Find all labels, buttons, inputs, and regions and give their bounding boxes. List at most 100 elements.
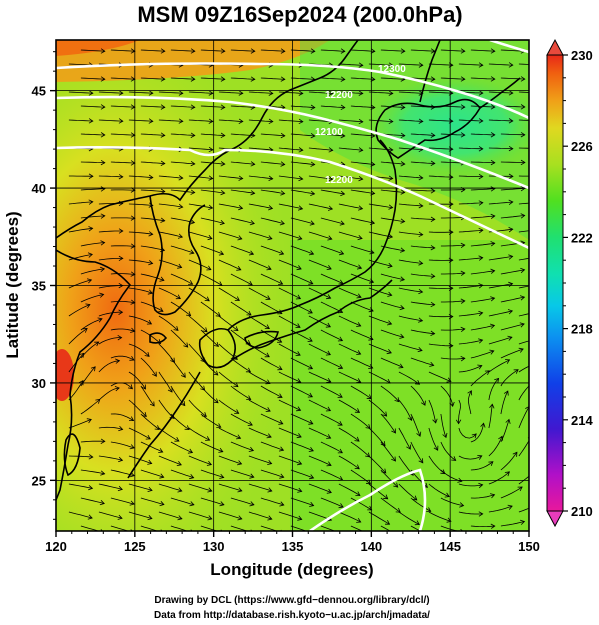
streamline bbox=[140, 49, 165, 52]
streamline bbox=[428, 371, 452, 382]
streamline-arrow bbox=[541, 423, 545, 427]
streamline bbox=[338, 231, 363, 239]
streamline bbox=[308, 259, 332, 270]
streamline bbox=[158, 231, 183, 238]
streamline bbox=[500, 323, 525, 331]
streamline-arrow bbox=[237, 460, 243, 466]
streamline bbox=[230, 77, 255, 80]
streamline-arrow bbox=[430, 245, 436, 251]
streamline bbox=[338, 119, 363, 123]
streamline bbox=[488, 201, 513, 205]
streamline-arrow bbox=[86, 418, 92, 424]
streamline-arrow bbox=[539, 174, 543, 179]
y-tick-label: 45 bbox=[32, 84, 46, 99]
streamline-arrow bbox=[295, 294, 302, 300]
streamline bbox=[200, 329, 219, 347]
streamline-arrow bbox=[310, 132, 316, 139]
streamline bbox=[488, 310, 513, 317]
streamline bbox=[470, 350, 494, 359]
streamline-arrow bbox=[234, 409, 240, 414]
streamline bbox=[218, 175, 243, 179]
streamline bbox=[230, 385, 251, 400]
streamline-arrow bbox=[267, 487, 273, 493]
streamline bbox=[80, 133, 105, 136]
streamline-arrow bbox=[490, 523, 496, 529]
streamline-arrow bbox=[325, 350, 331, 356]
streamline bbox=[380, 77, 405, 80]
streamline bbox=[518, 202, 529, 205]
streamline bbox=[80, 399, 101, 415]
streamline-arrow bbox=[325, 322, 331, 328]
streamline bbox=[500, 269, 525, 275]
streamline bbox=[500, 133, 525, 136]
streamline bbox=[158, 119, 183, 122]
streamline-arrow bbox=[328, 147, 334, 153]
streamline-arrow bbox=[489, 349, 495, 355]
streamline bbox=[110, 133, 135, 136]
streamline bbox=[140, 301, 164, 312]
streamline bbox=[410, 413, 421, 437]
streamline bbox=[230, 497, 255, 506]
streamline bbox=[290, 329, 313, 342]
streamline-arrow bbox=[268, 175, 274, 181]
streamline-arrow bbox=[100, 438, 106, 444]
streamline bbox=[500, 187, 525, 191]
streamline-arrow bbox=[97, 317, 103, 323]
streamline-arrow bbox=[356, 264, 363, 270]
streamline bbox=[158, 287, 181, 299]
streamline-arrow bbox=[388, 118, 394, 125]
streamline-arrow bbox=[118, 255, 124, 262]
streamline-arrow bbox=[533, 469, 537, 473]
streamline bbox=[500, 390, 509, 415]
streamline-arrow bbox=[238, 175, 244, 181]
streamline bbox=[110, 355, 135, 361]
streamline bbox=[440, 413, 447, 438]
streamline bbox=[128, 511, 153, 519]
streamline bbox=[458, 483, 483, 487]
streamline-arrow bbox=[129, 416, 135, 421]
streamline-arrow bbox=[118, 456, 124, 463]
streamline bbox=[140, 77, 165, 80]
streamline bbox=[518, 119, 529, 121]
streamline-arrow bbox=[79, 352, 85, 358]
streamline-arrow bbox=[245, 367, 252, 373]
streamline-arrow bbox=[490, 241, 496, 247]
contour-label-1: 12300 bbox=[378, 64, 406, 75]
streamline-arrow bbox=[417, 347, 423, 353]
streamline-arrow bbox=[189, 474, 195, 480]
streamline-arrow bbox=[178, 203, 184, 210]
streamline-arrow bbox=[297, 515, 303, 521]
streamline-arrow bbox=[370, 190, 376, 196]
streamline bbox=[278, 287, 301, 299]
streamline-arrow bbox=[520, 104, 526, 110]
streamline-arrow bbox=[220, 104, 226, 110]
streamline bbox=[468, 390, 472, 415]
streamline-arrow bbox=[418, 203, 424, 209]
streamline-arrow bbox=[188, 280, 194, 285]
streamline bbox=[428, 119, 453, 122]
streamline-arrow bbox=[460, 48, 466, 54]
streamline bbox=[470, 161, 495, 164]
streamline bbox=[518, 385, 529, 401]
streamline bbox=[428, 91, 453, 94]
streamline bbox=[218, 427, 241, 439]
streamline bbox=[368, 119, 393, 122]
streamline bbox=[458, 229, 483, 233]
streamline-arrow bbox=[308, 279, 314, 285]
streamline-arrow bbox=[237, 235, 243, 241]
streamline bbox=[470, 49, 495, 52]
streamline-arrow bbox=[406, 444, 411, 450]
streamline bbox=[230, 301, 252, 316]
streamline bbox=[380, 189, 405, 193]
streamline-arrow bbox=[186, 311, 192, 317]
streamline-arrow bbox=[508, 199, 514, 206]
streamline bbox=[500, 296, 525, 303]
streamline bbox=[278, 119, 303, 123]
streamline-arrow bbox=[400, 161, 406, 167]
streamline bbox=[518, 230, 529, 233]
streamline-arrow bbox=[539, 119, 543, 124]
streamline bbox=[248, 371, 271, 384]
streamline bbox=[140, 105, 165, 108]
streamline bbox=[200, 497, 225, 506]
streamline-arrow bbox=[160, 217, 166, 223]
